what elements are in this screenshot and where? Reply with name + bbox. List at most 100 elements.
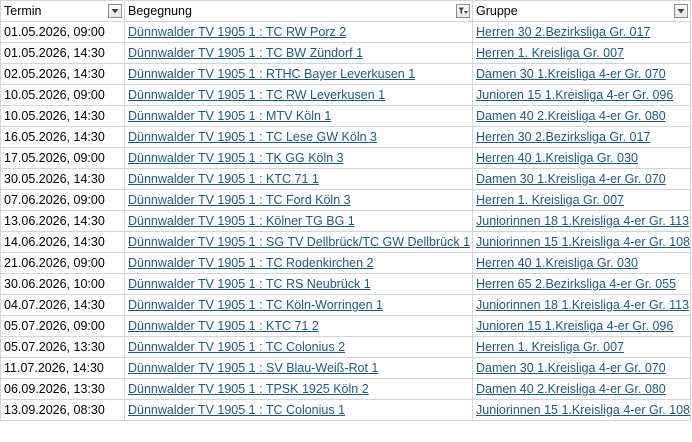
begegnung-cell: Dünnwalder TV 1905 1 : TC Rodenkirchen 2 <box>124 252 473 274</box>
termin-cell[interactable]: 06.09.2026, 13:30 <box>0 378 125 400</box>
gruppe-link[interactable]: Damen 30 1.Kreisliga 4-er Gr. 070 <box>476 361 666 375</box>
gruppe-cell: Herren 30 2.Bezirksliga Gr. 017 <box>472 126 691 148</box>
termin-cell[interactable]: 21.06.2026, 09:00 <box>0 252 125 274</box>
table-row: 05.07.2026, 09:00 Dünnwalder TV 1905 1 : … <box>0 315 691 337</box>
gruppe-link[interactable]: Juniorinnen 18 1.Kreisliga 4-er Gr. 113 <box>476 214 690 228</box>
column-header-label: Termin <box>4 4 42 18</box>
gruppe-cell: Junioren 15 1.Kreisliga 4-er Gr. 096 <box>472 315 691 337</box>
gruppe-cell: Herren 1. Kreisliga Gr. 007 <box>472 42 691 64</box>
begegnung-link[interactable]: Dünnwalder TV 1905 1 : TK GG Köln 3 <box>128 151 344 165</box>
begegnung-cell: Dünnwalder TV 1905 1 : TC RW Leverkusen … <box>124 84 473 106</box>
begegnung-link[interactable]: Dünnwalder TV 1905 1 : TPSK 1925 Köln 2 <box>128 382 369 396</box>
termin-cell[interactable]: 30.06.2026, 10:00 <box>0 273 125 295</box>
gruppe-cell: Herren 40 1.Kreisliga Gr. 030 <box>472 147 691 169</box>
termin-cell[interactable]: 11.07.2026, 14:30 <box>0 357 125 379</box>
gruppe-cell: Juniorinnen 15 1.Kreisliga 4-er Gr. 108 <box>472 399 691 421</box>
gruppe-link[interactable]: Damen 30 1.Kreisliga 4-er Gr. 070 <box>476 172 666 186</box>
gruppe-link[interactable]: Juniorinnen 15 1.Kreisliga 4-er Gr. 108 <box>476 235 691 249</box>
begegnung-link[interactable]: Dünnwalder TV 1905 1 : TC Colonius 2 <box>128 340 346 354</box>
termin-cell[interactable]: 10.05.2026, 14:30 <box>0 105 125 127</box>
termin-cell[interactable]: 16.05.2026, 14:30 <box>0 126 125 148</box>
filter-dropdown-icon[interactable] <box>108 4 122 18</box>
gruppe-link[interactable]: Herren 1. Kreisliga Gr. 007 <box>476 46 624 60</box>
termin-cell[interactable]: 05.07.2026, 13:30 <box>0 336 125 358</box>
termin-cell[interactable]: 14.06.2026, 14:30 <box>0 231 125 253</box>
termin-cell[interactable]: 01.05.2026, 09:00 <box>0 21 125 43</box>
gruppe-link[interactable]: Herren 30 2.Bezirksliga Gr. 017 <box>476 130 651 144</box>
gruppe-link[interactable]: Herren 65 2.Bezirksliga 4-er Gr. 055 <box>476 277 677 291</box>
table-row: 01.05.2026, 14:30 Dünnwalder TV 1905 1 : … <box>0 42 691 64</box>
begegnung-cell: Dünnwalder TV 1905 1 : KTC 71 1 <box>124 168 473 190</box>
begegnung-link[interactable]: Dünnwalder TV 1905 1 : TC RW Porz 2 <box>128 25 347 39</box>
gruppe-link[interactable]: Herren 1. Kreisliga Gr. 007 <box>476 340 624 354</box>
begegnung-cell: Dünnwalder TV 1905 1 : SG TV Dellbrück/T… <box>124 231 473 253</box>
begegnung-link[interactable]: Dünnwalder TV 1905 1 : TC Lese GW Köln 3 <box>128 130 377 144</box>
filter-dropdown-icon[interactable] <box>674 4 688 18</box>
begegnung-link[interactable]: Dünnwalder TV 1905 1 : SG TV Dellbrück/T… <box>128 235 471 249</box>
begegnung-cell: Dünnwalder TV 1905 1 : Kölner TG BG 1 <box>124 210 473 232</box>
column-header-label: Begegnung <box>128 4 192 18</box>
gruppe-link[interactable]: Damen 40 2.Kreisliga 4-er Gr. 080 <box>476 109 666 123</box>
begegnung-link[interactable]: Dünnwalder TV 1905 1 : KTC 71 2 <box>128 319 319 333</box>
table-row: 05.07.2026, 13:30 Dünnwalder TV 1905 1 : … <box>0 336 691 358</box>
column-header-gruppe[interactable]: Gruppe <box>472 0 691 22</box>
termin-cell[interactable]: 05.07.2026, 09:00 <box>0 315 125 337</box>
gruppe-link[interactable]: Junioren 15 1.Kreisliga 4-er Gr. 096 <box>476 88 674 102</box>
table-row: 02.05.2026, 14:30 Dünnwalder TV 1905 1 : … <box>0 63 691 85</box>
gruppe-cell: Herren 1. Kreisliga Gr. 007 <box>472 336 691 358</box>
gruppe-link[interactable]: Juniorinnen 18 1.Kreisliga 4-er Gr. 113 <box>476 298 690 312</box>
termin-cell[interactable]: 04.07.2026, 14:30 <box>0 294 125 316</box>
table-row: 01.05.2026, 09:00 Dünnwalder TV 1905 1 : … <box>0 21 691 43</box>
gruppe-link[interactable]: Damen 30 1.Kreisliga 4-er Gr. 070 <box>476 67 666 81</box>
gruppe-cell: Damen 30 1.Kreisliga 4-er Gr. 070 <box>472 168 691 190</box>
termin-cell[interactable]: 01.05.2026, 14:30 <box>0 42 125 64</box>
table-row: 16.05.2026, 14:30 Dünnwalder TV 1905 1 : … <box>0 126 691 148</box>
header-row: Termin Begegnung Gruppe <box>0 0 691 22</box>
begegnung-link[interactable]: Dünnwalder TV 1905 1 : TC Köln-Worringen… <box>128 298 383 312</box>
termin-cell[interactable]: 13.06.2026, 14:30 <box>0 210 125 232</box>
termin-cell[interactable]: 10.05.2026, 09:00 <box>0 84 125 106</box>
begegnung-link[interactable]: Dünnwalder TV 1905 1 : SV Blau-Weiß-Rot … <box>128 361 379 375</box>
gruppe-link[interactable]: Damen 40 2.Kreisliga 4-er Gr. 080 <box>476 382 666 396</box>
termin-cell[interactable]: 13.09.2026, 08:30 <box>0 399 125 421</box>
begegnung-link[interactable]: Dünnwalder TV 1905 1 : Kölner TG BG 1 <box>128 214 355 228</box>
termin-cell[interactable]: 07.06.2026, 09:00 <box>0 189 125 211</box>
table-row: 13.06.2026, 14:30 Dünnwalder TV 1905 1 : … <box>0 210 691 232</box>
begegnung-cell: Dünnwalder TV 1905 1 : TC Colonius 2 <box>124 336 473 358</box>
gruppe-cell: Juniorinnen 15 1.Kreisliga 4-er Gr. 108 <box>472 231 691 253</box>
table-row: 14.06.2026, 14:30 Dünnwalder TV 1905 1 : … <box>0 231 691 253</box>
table-row: 04.07.2026, 14:30 Dünnwalder TV 1905 1 : … <box>0 294 691 316</box>
table-row: 30.05.2026, 14:30 Dünnwalder TV 1905 1 : … <box>0 168 691 190</box>
begegnung-cell: Dünnwalder TV 1905 1 : TC Lese GW Köln 3 <box>124 126 473 148</box>
begegnung-cell: Dünnwalder TV 1905 1 : TC Colonius 1 <box>124 399 473 421</box>
begegnung-cell: Dünnwalder TV 1905 1 : KTC 71 2 <box>124 315 473 337</box>
gruppe-link[interactable]: Junioren 15 1.Kreisliga 4-er Gr. 096 <box>476 319 674 333</box>
termin-cell[interactable]: 02.05.2026, 14:30 <box>0 63 125 85</box>
gruppe-cell: Herren 1. Kreisliga Gr. 007 <box>472 189 691 211</box>
gruppe-cell: Damen 40 2.Kreisliga 4-er Gr. 080 <box>472 378 691 400</box>
column-header-termin[interactable]: Termin <box>0 0 125 22</box>
table-row: 21.06.2026, 09:00 Dünnwalder TV 1905 1 : … <box>0 252 691 274</box>
begegnung-link[interactable]: Dünnwalder TV 1905 1 : MTV Köln 1 <box>128 109 332 123</box>
filter-active-icon[interactable] <box>456 4 470 18</box>
column-header-begegnung[interactable]: Begegnung <box>124 0 473 22</box>
begegnung-link[interactable]: Dünnwalder TV 1905 1 : TC Colonius 1 <box>128 403 346 417</box>
begegnung-link[interactable]: Dünnwalder TV 1905 1 : TC Ford Köln 3 <box>128 193 351 207</box>
begegnung-link[interactable]: Dünnwalder TV 1905 1 : KTC 71 1 <box>128 172 319 186</box>
begegnung-link[interactable]: Dünnwalder TV 1905 1 : TC RW Leverkusen … <box>128 88 386 102</box>
begegnung-link[interactable]: Dünnwalder TV 1905 1 : TC BW Zündorf 1 <box>128 46 364 60</box>
termin-cell[interactable]: 30.05.2026, 14:30 <box>0 168 125 190</box>
gruppe-cell: Damen 30 1.Kreisliga 4-er Gr. 070 <box>472 63 691 85</box>
gruppe-link[interactable]: Juniorinnen 15 1.Kreisliga 4-er Gr. 108 <box>476 403 691 417</box>
termin-cell[interactable]: 17.05.2026, 09:00 <box>0 147 125 169</box>
gruppe-link[interactable]: Herren 40 1.Kreisliga Gr. 030 <box>476 151 638 165</box>
gruppe-link[interactable]: Herren 1. Kreisliga Gr. 007 <box>476 193 624 207</box>
gruppe-link[interactable]: Herren 30 2.Bezirksliga Gr. 017 <box>476 25 651 39</box>
begegnung-cell: Dünnwalder TV 1905 1 : SV Blau-Weiß-Rot … <box>124 357 473 379</box>
gruppe-cell: Junioren 15 1.Kreisliga 4-er Gr. 096 <box>472 84 691 106</box>
begegnung-link[interactable]: Dünnwalder TV 1905 1 : TC Rodenkirchen 2 <box>128 256 374 270</box>
begegnung-link[interactable]: Dünnwalder TV 1905 1 : TC RS Neubrück 1 <box>128 277 371 291</box>
gruppe-cell: Herren 65 2.Bezirksliga 4-er Gr. 055 <box>472 273 691 295</box>
begegnung-link[interactable]: Dünnwalder TV 1905 1 : RTHC Bayer Leverk… <box>128 67 416 81</box>
gruppe-link[interactable]: Herren 40 1.Kreisliga Gr. 030 <box>476 256 638 270</box>
